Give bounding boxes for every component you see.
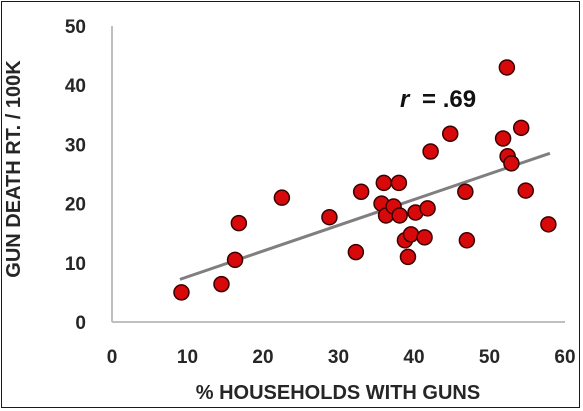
y-axis-title: GUN DEATH RT. / 100K	[3, 60, 25, 278]
data-point	[419, 200, 436, 217]
x-tick-label: 20	[252, 347, 273, 368]
data-point	[375, 174, 393, 192]
data-point	[517, 182, 534, 199]
y-tick-label: 20	[65, 195, 86, 216]
data-point	[402, 226, 420, 243]
data-point	[321, 208, 338, 226]
y-tick-label: 0	[75, 313, 86, 334]
data-point	[503, 155, 520, 172]
r-value: = .69	[422, 86, 476, 113]
correlation-annotation: r = .69	[400, 86, 476, 113]
data-point	[390, 174, 408, 192]
data-point	[226, 251, 244, 269]
data-point	[422, 143, 439, 160]
x-tick-label: 30	[328, 347, 349, 368]
x-tick-label: 40	[403, 347, 424, 368]
data-point	[391, 207, 408, 224]
data-point	[441, 125, 459, 142]
x-tick-label: 0	[107, 347, 118, 368]
data-point	[173, 284, 190, 301]
data-point	[273, 189, 291, 206]
data-point	[230, 214, 248, 232]
x-tick-label: 60	[554, 347, 575, 368]
data-point	[457, 183, 474, 201]
data-point	[458, 232, 476, 249]
y-tick-label: 30	[65, 135, 86, 156]
data-point	[498, 59, 516, 76]
data-point	[213, 275, 230, 293]
data-point	[512, 119, 530, 137]
y-tick-label: 50	[65, 17, 86, 38]
y-tick-label: 40	[65, 76, 86, 97]
data-point	[352, 183, 370, 201]
y-tick-label: 10	[65, 254, 86, 275]
x-tick-label: 50	[479, 347, 500, 368]
data-point	[494, 130, 512, 147]
tick-labels: 0 10 20 30 40 50 60 0 10 20 30 40 50	[65, 17, 576, 368]
data-point	[347, 243, 365, 261]
r-symbol: r	[400, 86, 411, 113]
x-axis-title: % HOUSEHOLDS WITH GUNS	[196, 382, 480, 404]
data-point	[416, 229, 433, 246]
axes	[111, 26, 565, 323]
x-tick-label: 10	[177, 347, 198, 368]
data-points	[173, 59, 557, 301]
data-point	[399, 248, 417, 266]
data-point	[540, 216, 557, 233]
